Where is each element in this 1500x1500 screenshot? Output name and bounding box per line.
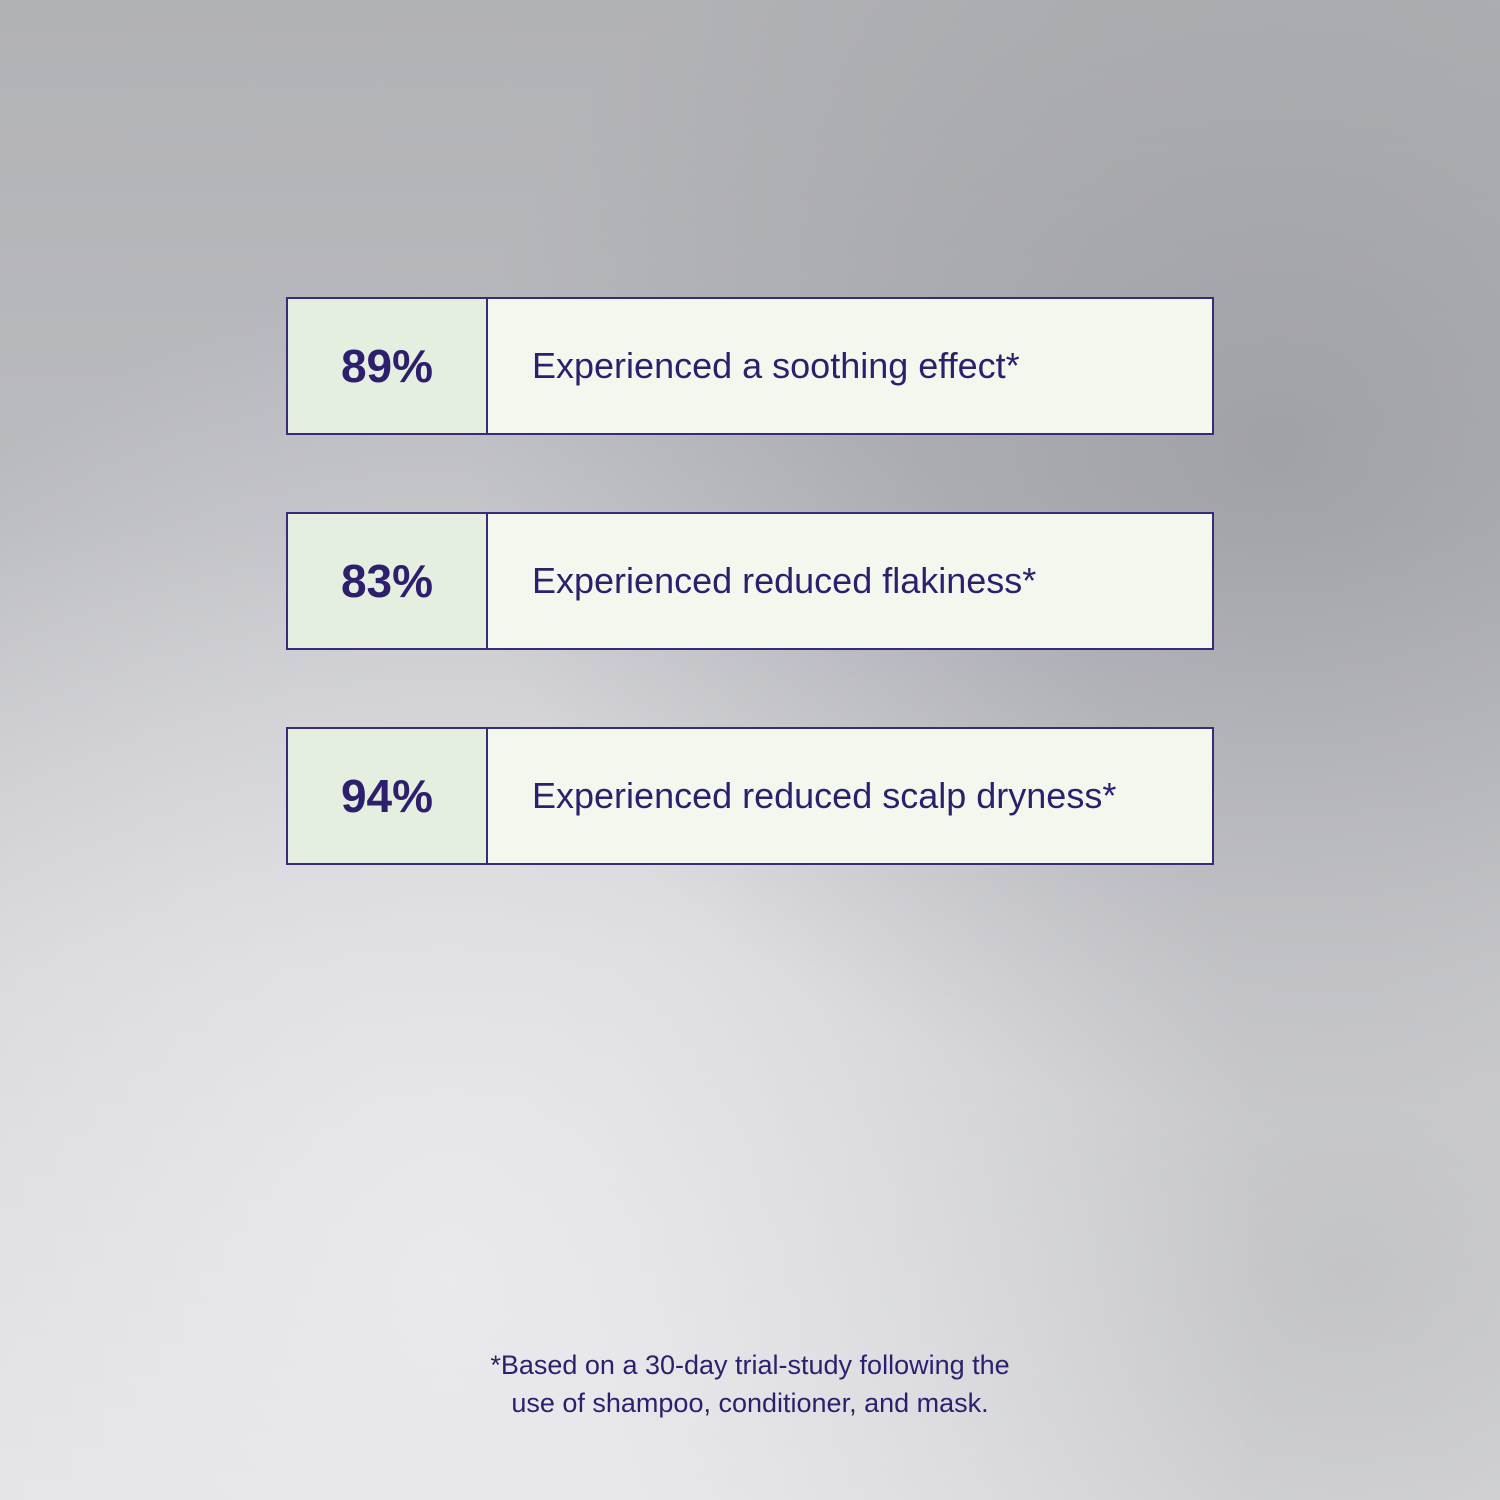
stat-flakiness: 83% Experienced reduced flakiness* [286,512,1214,650]
stat-label: Experienced reduced scalp dryness* [532,775,1117,816]
footnote-line-1: *Based on a 30-day trial-study following… [490,1350,1010,1380]
footnote-line-2: use of shampoo, conditioner, and mask. [511,1388,989,1418]
footnote: *Based on a 30-day trial-study following… [0,1346,1500,1422]
stat-soothing: 89% Experienced a soothing effect* [286,297,1214,435]
stat-dryness: 94% Experienced reduced scalp dryness* [286,727,1214,865]
stat-value: 94% [288,729,488,863]
stat-value: 89% [288,299,488,433]
stat-value: 83% [288,514,488,648]
stat-label: Experienced reduced flakiness* [532,560,1037,601]
stat-label: Experienced a soothing effect* [532,345,1020,386]
